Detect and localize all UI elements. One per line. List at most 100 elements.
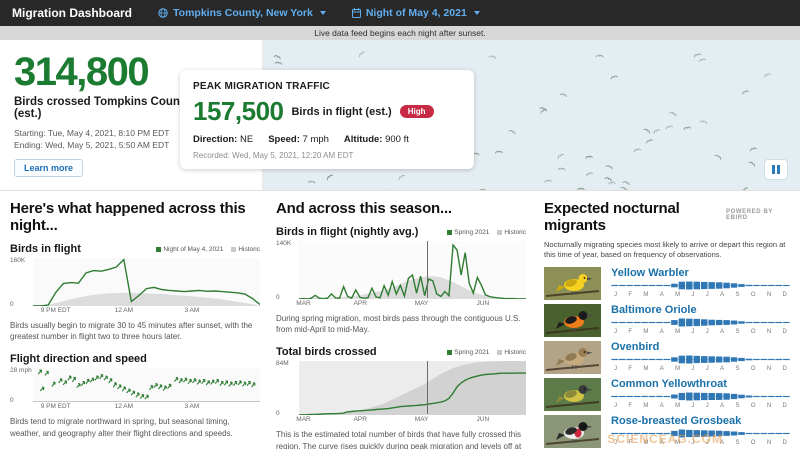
- chart-birds-in-flight: Birds in flight Night of May 4, 2021 Histo…: [10, 243, 260, 342]
- bird-marker-icon: [583, 163, 596, 183]
- bird-marker-icon: [744, 153, 761, 172]
- species-name-link[interactable]: Baltimore Oriole: [611, 304, 697, 317]
- recorded-time: Recorded: Wed, May 5, 2021, 12:20 AM EDT: [193, 151, 354, 160]
- top-bar: Migration Dashboard Tompkins County, New…: [0, 0, 800, 26]
- species-photo[interactable]: [544, 341, 601, 375]
- bird-marker-icon: [711, 147, 729, 166]
- species-photo[interactable]: [544, 378, 601, 412]
- bird-marker-icon: [495, 141, 504, 160]
- starting-time: Starting: Tue, May 4, 2021, 8:10 PM EDT: [14, 127, 170, 138]
- date-label: Night of May 4, 2021: [365, 7, 467, 19]
- species-row: Baltimore Oriole J F M A M J J A S O N D: [544, 304, 790, 338]
- peak-migration-card: PEAK MIGRATION TRAFFIC 157,500 Birds in …: [180, 70, 474, 169]
- legend-item: Spring 2021: [447, 229, 489, 236]
- bird-marker-icon: [608, 66, 619, 85]
- y-axis: 28 mph 0: [10, 367, 32, 405]
- chart-title: Birds in flight: [10, 243, 81, 255]
- bird-marker-icon: [636, 183, 654, 190]
- chevron-down-icon: [473, 11, 480, 15]
- chart-plot-area: [299, 241, 526, 299]
- bird-marker-icon: [608, 173, 617, 190]
- frequency-strip: [611, 281, 790, 290]
- bird-marker-icon: [552, 145, 568, 165]
- chart-flight-direction-speed: Flight direction and speed 28 mph 0 9 PM ED…: [10, 353, 260, 438]
- altitude-stat: Altitude: 900 ft: [343, 134, 409, 145]
- species-name-link[interactable]: Rose-breasted Grosbeak: [611, 415, 742, 428]
- bird-marker-icon: [340, 183, 350, 190]
- species-name-link[interactable]: Common Yellowthroat: [611, 378, 727, 391]
- species-name-link[interactable]: Yellow Warbler: [611, 267, 689, 280]
- location-label: Tompkins County, New York: [173, 7, 313, 19]
- chevron-down-icon: [319, 11, 326, 15]
- hero-section: 314,800 Birds crossed Tompkins County th…: [0, 40, 800, 190]
- bird-marker-icon: [739, 81, 752, 101]
- species-list: Yellow Warbler J F M A M J J A S O N D Baltimore Orio…: [544, 267, 790, 449]
- frequency-strip: [611, 355, 790, 364]
- charts-section: Here's what happened across this night..…: [0, 190, 800, 449]
- chart-caption: This is the estimated total number of bi…: [276, 430, 522, 449]
- ending-time: Ending: Wed, May 5, 2021, 5:50 AM EDT: [14, 139, 170, 150]
- globe-icon: [158, 8, 168, 18]
- peak-count: 157,500: [193, 96, 284, 126]
- legend-item: Historic: [497, 349, 526, 356]
- species-photo[interactable]: [544, 304, 601, 338]
- chart-birds-in-flight-nightly-avg: Birds in flight (nightly avg.) Spring 202…: [276, 226, 526, 335]
- bird-marker-icon: [486, 46, 500, 66]
- learn-more-button[interactable]: Learn more: [14, 158, 84, 177]
- x-axis: MAR APR MAY JUN: [296, 300, 490, 307]
- species-photo[interactable]: [544, 267, 601, 301]
- chart-caption: During spring migration, most birds pass…: [276, 314, 521, 335]
- bird-marker-icon: [594, 46, 604, 65]
- bird-marker-icon: [697, 111, 710, 131]
- watermark: SCIENCEAG.COM: [607, 432, 723, 446]
- bird-marker-icon: [649, 120, 663, 140]
- app-title: Migration Dashboard: [12, 6, 133, 20]
- bird-marker-icon: [273, 52, 286, 72]
- species-name-link[interactable]: Ovenbird: [611, 341, 660, 354]
- y-axis: 140K 0: [276, 240, 292, 301]
- pause-button[interactable]: [764, 159, 788, 180]
- chart-legend: Night of May 4, 2021 Historic: [156, 246, 260, 253]
- bird-marker-icon: [353, 44, 370, 63]
- chart-plot-area: [33, 258, 260, 306]
- bird-marker-icon: [306, 171, 317, 190]
- chart-caption: Birds tend to migrate northward in sprin…: [10, 417, 233, 438]
- bird-marker-icon: [663, 116, 674, 135]
- chart-caption: Birds usually begin to migrate 30 to 45 …: [10, 321, 253, 342]
- species-row: Rose-breasted Grosbeak J F M A M J J A S O N D: [544, 415, 790, 449]
- location-selector[interactable]: Tompkins County, New York: [158, 7, 326, 19]
- species-photo[interactable]: [544, 415, 601, 449]
- date-selector[interactable]: Night of May 4, 2021: [351, 7, 480, 19]
- birds-crossed-count: 314,800: [14, 50, 150, 94]
- night-column-title: Here's what happened across this night..…: [10, 200, 246, 234]
- bird-marker-icon: [696, 49, 707, 68]
- legend-item: Spring 2021: [447, 349, 489, 356]
- x-axis: 9 PM EDT 12 AM 3 AM: [40, 307, 200, 314]
- speed-stat: Speed: 7 mph: [268, 134, 329, 145]
- bird-marker-icon: [478, 180, 488, 190]
- chart-legend: Spring 2021 Historic: [447, 349, 526, 356]
- y-axis: 84M 0: [276, 360, 289, 418]
- bird-marker-icon: [620, 172, 635, 190]
- bird-marker-icon: [602, 168, 617, 188]
- pause-icon: [771, 165, 775, 174]
- bird-marker-icon: [747, 138, 759, 157]
- species-row: Common Yellowthroat J F M A M J J A S O N D: [544, 378, 790, 412]
- bird-marker-icon: [602, 156, 617, 176]
- peak-card-title: PEAK MIGRATION TRAFFIC: [193, 81, 330, 92]
- legend-item: Night of May 4, 2021: [156, 246, 223, 253]
- species-row: Yellow Warbler J F M A M J J A S O N D: [544, 267, 790, 301]
- powered-by-ebird-link[interactable]: POWERED BY EBIRD: [725, 209, 773, 221]
- bird-marker-icon: [386, 181, 395, 190]
- migrants-title: Expected nocturnal migrants: [544, 200, 680, 234]
- frequency-strip: [611, 429, 790, 438]
- migrants-column: Expected nocturnal migrants POWERED BY E…: [526, 197, 790, 449]
- direction-stat: Direction: NE: [193, 134, 254, 145]
- season-column: And across this season... Birds in fligh…: [260, 197, 526, 449]
- migrants-subtitle: Nocturnally migrating species most likel…: [544, 240, 786, 260]
- current-date-marker: [427, 361, 429, 415]
- bird-marker-icon: [632, 140, 643, 159]
- y-axis: 160K 0: [10, 257, 26, 308]
- pause-icon: [777, 165, 781, 174]
